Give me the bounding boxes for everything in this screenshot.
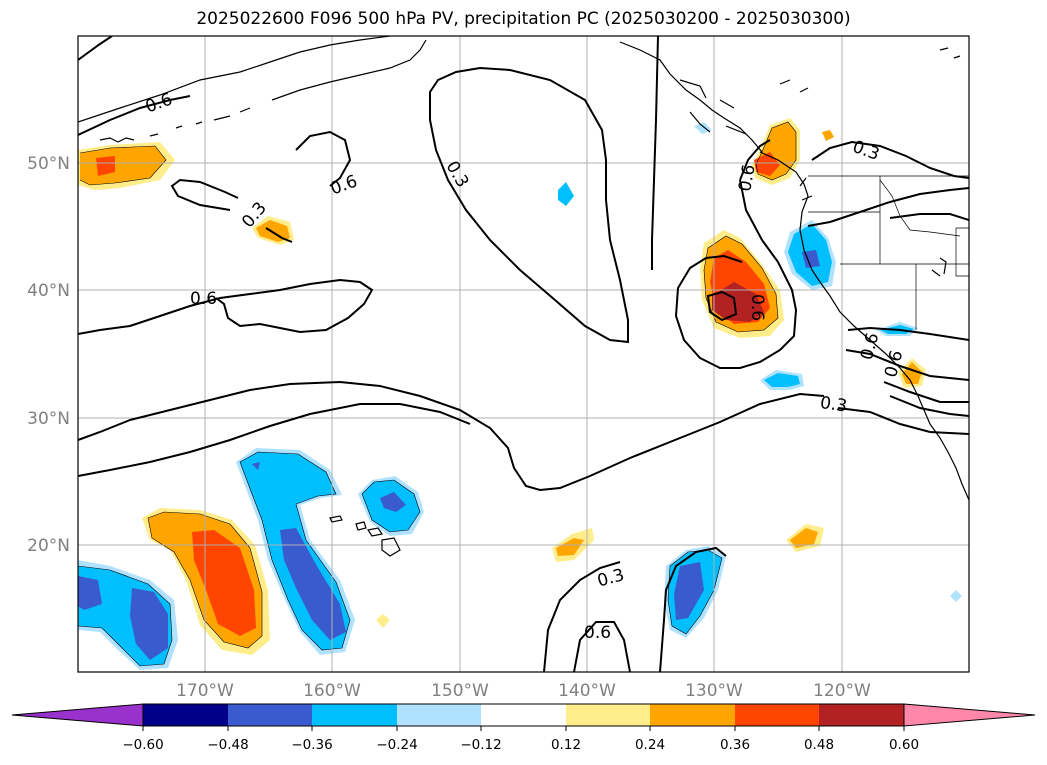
lat-label: 30°N — [27, 409, 70, 429]
colorbar-tick-label: −0.24 — [376, 737, 417, 753]
colorbar-segment — [228, 704, 312, 726]
gridlines — [78, 36, 969, 672]
colorbar-extend-right — [903, 703, 1036, 727]
precip-negative-blob — [802, 250, 820, 268]
lat-label: 40°N — [27, 281, 70, 301]
lon-label: 120°W — [813, 681, 871, 701]
precip-positive-blob — [256, 220, 290, 242]
precip-positive-blob — [96, 156, 115, 176]
precip-positive-blob — [790, 528, 818, 548]
map-frame — [77, 35, 970, 673]
colorbar-tick-label: 0.48 — [804, 737, 834, 753]
colorbar-segment — [397, 704, 481, 726]
precip-negative-blob — [674, 562, 704, 620]
colorbar-tick-label: −0.12 — [460, 737, 501, 753]
lon-label: 160°W — [303, 681, 361, 701]
colorbar-tick-label: 0.60 — [889, 737, 919, 753]
colorbar-segment — [566, 704, 650, 726]
colorbar-segment — [735, 704, 819, 726]
map-title: 2025022600 F096 500 hPa PV, precipitatio… — [196, 9, 851, 29]
lat-label: 50°N — [27, 154, 70, 174]
precip-negative-blob — [950, 590, 962, 602]
colorbar-segment — [819, 704, 904, 726]
precip-negative-blob — [130, 588, 168, 660]
lat-label: 20°N — [27, 536, 70, 556]
contour-label: 0.6 — [747, 294, 767, 321]
colorbar-extend-left — [11, 703, 144, 727]
precip-negative-blob — [252, 462, 260, 470]
precip-negative-blob — [280, 528, 346, 640]
colorbar-tick-label: 0.36 — [720, 737, 750, 753]
precip-positive-blob — [822, 130, 834, 141]
colorbar-segment — [143, 704, 228, 726]
precip-negative-blob — [380, 492, 406, 512]
lon-label: 140°W — [558, 681, 616, 701]
lon-label: 130°W — [685, 681, 743, 701]
precip-negative-blob — [694, 122, 712, 134]
colorbar-segment — [650, 704, 735, 726]
colorbar-segment — [312, 704, 397, 726]
political-borders — [808, 175, 969, 330]
contour-label: 0.6 — [584, 623, 611, 643]
precip-positive-blob — [376, 614, 390, 628]
coastlines — [78, 36, 969, 501]
precip-positive-blob — [80, 146, 166, 185]
colorbar-segment — [481, 704, 566, 726]
colorbar-tick-label: 0.12 — [551, 737, 581, 753]
colorbar-tick-label: −0.60 — [122, 737, 163, 753]
precip-positive-blob — [556, 538, 584, 556]
colorbar-tick-label: −0.48 — [207, 737, 248, 753]
hawaii-islands — [329, 515, 401, 557]
precip-positive-blob — [712, 282, 764, 322]
colorbar-tick-label: −0.36 — [291, 737, 332, 753]
precip-negative-blob — [558, 182, 574, 206]
colorbar-tick-label: 0.24 — [635, 737, 665, 753]
colorbar: −0.60 −0.48 −0.36 −0.24 −0.12 0.12 0.24 … — [11, 703, 1036, 753]
colorbar-outline — [142, 703, 905, 727]
contour-label: 0.6 — [735, 163, 759, 193]
lat-labels: 50°N 40°N 30°N 20°N — [27, 154, 70, 556]
precip-positive-blob — [902, 362, 922, 384]
precip-negative-blob — [78, 576, 102, 610]
lon-label: 150°W — [431, 681, 489, 701]
lon-label: 170°W — [176, 681, 234, 701]
lon-labels: 170°W 160°W 150°W 140°W 130°W 120°W — [176, 681, 871, 701]
pv-contours — [78, 36, 969, 672]
precip-positive-blob — [192, 530, 256, 636]
precip-negative-blob — [764, 373, 800, 387]
contour-label: 0.3 — [819, 393, 849, 417]
contour-label: 0.6 — [190, 289, 217, 309]
